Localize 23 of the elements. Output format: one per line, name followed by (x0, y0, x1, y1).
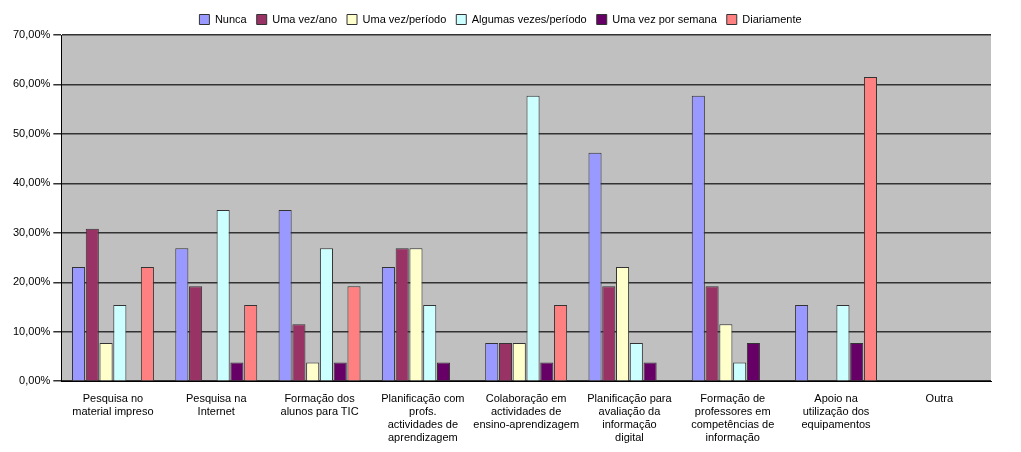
x-tick-label: Apoio na utilização dos equipamentos (801, 391, 872, 431)
x-tick-label: Planificação para avaliação da informação digital (587, 391, 673, 444)
y-tick-label: 20,00% (13, 275, 51, 288)
y-tick-label: 40,00% (13, 176, 51, 189)
y-tick-label: 60,00% (13, 77, 51, 90)
x-tick-label: Planificação com profs. actividades de aprendizagem (381, 391, 465, 444)
x-tick-label: Colaboração em actividades de ensino-aprendizagem (473, 391, 580, 431)
legend-label: Diariamente (742, 12, 802, 25)
legend-label: Uma vez por semana (612, 12, 718, 25)
legend-label: Nunca (214, 12, 248, 25)
legend-label: Algumas vezes/período (471, 12, 587, 25)
legend-label: Uma vez/ano (272, 12, 338, 25)
y-tick-label: 50,00% (13, 126, 51, 139)
legend-label: Uma vez/período (362, 12, 447, 25)
x-tick-label: Outra (925, 391, 954, 404)
x-tick-label: Pesquisa no material impreso (72, 391, 154, 418)
y-tick-label: 10,00% (13, 324, 51, 337)
y-tick-label: 30,00% (13, 225, 51, 238)
x-tick-label: Formação dos alunos para TIC (280, 391, 359, 418)
y-tick-label: 70,00% (13, 28, 51, 41)
x-tick-label: Formação de professores em competências de informação (691, 391, 775, 444)
x-tick-label: Pesquisa na Internet (185, 391, 248, 418)
y-tick-label: 0,00% (19, 374, 51, 387)
